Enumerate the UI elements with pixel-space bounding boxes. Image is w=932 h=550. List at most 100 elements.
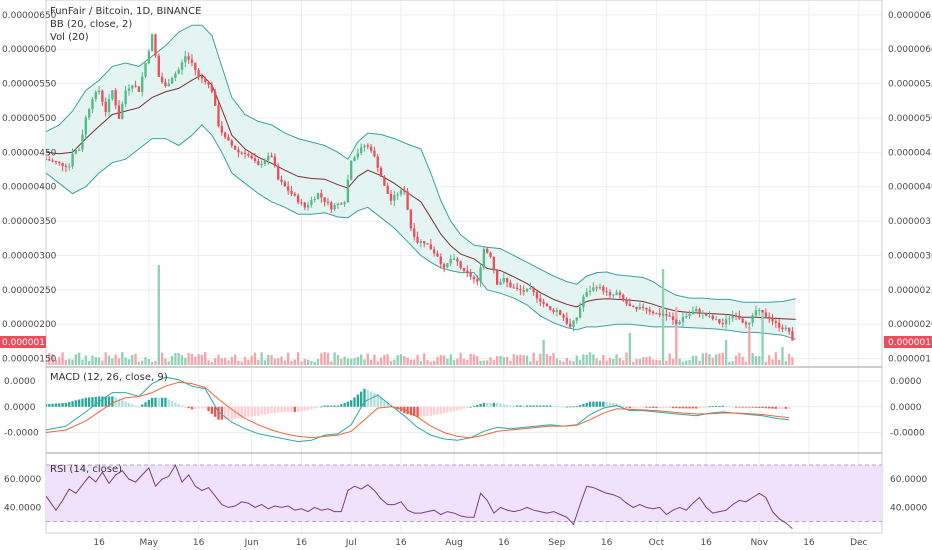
legend-rsi[interactable]: RSI (14, close) (50, 464, 122, 475)
volume-bar (791, 357, 794, 365)
candle-body (107, 99, 111, 113)
volume-bar (127, 359, 131, 365)
macd-histogram-bar (164, 397, 167, 407)
volume-bar (645, 357, 648, 365)
volume-bar (658, 360, 661, 365)
volume-bar (164, 358, 167, 365)
price-tick-label-left: 0.00000450 (2, 148, 57, 158)
candle-body (695, 309, 698, 312)
macd-histogram-bar (612, 402, 615, 407)
candle-body (456, 258, 459, 262)
candle-body (184, 56, 187, 63)
volume-bar (685, 360, 688, 365)
macd-histogram-bar (366, 390, 369, 407)
price-tick-label-right: 0.00000150 (888, 355, 932, 365)
candle-body (632, 306, 635, 308)
volume-bar (253, 352, 257, 365)
candle-body (741, 318, 744, 323)
price-tick-label-right: 0.00000450 (888, 148, 932, 158)
volume-bar (111, 358, 114, 365)
volume-bar (170, 355, 174, 365)
candle-body (429, 244, 432, 250)
macd-histogram-bar (714, 406, 718, 407)
candle-body (525, 288, 529, 292)
macd-histogram-bar (214, 406, 217, 417)
macd-histogram-bar (403, 406, 406, 414)
candle-body (356, 153, 360, 158)
macd-histogram-bar (777, 406, 781, 409)
macd-histogram-bar (87, 397, 91, 407)
macd-histogram-bar (578, 405, 582, 407)
candle-body (376, 156, 379, 168)
candle-body (718, 319, 721, 324)
candle-body (787, 327, 791, 332)
candle-body (519, 288, 522, 291)
candle-body (210, 84, 214, 92)
macd-histogram-bar (661, 406, 665, 409)
price-legend[interactable]: FunFair / Bitcoin, 1D, BINANCE BB (20, c… (50, 6, 201, 43)
volume-bar (84, 355, 87, 365)
candle-body (346, 179, 350, 203)
candle-body (343, 202, 346, 205)
time-tick-label: 16 (803, 538, 815, 548)
macd-tick-label-left: 0.0000 (4, 377, 36, 387)
candle-body (585, 292, 588, 297)
candle-body (200, 76, 204, 79)
volume-bar (462, 358, 466, 365)
volume-bar (78, 352, 81, 365)
candle-body (724, 319, 728, 325)
candle-body (396, 194, 399, 196)
volume-bar (373, 354, 376, 365)
candle-body (353, 157, 356, 161)
candle-body (68, 166, 71, 168)
volume-bar (277, 358, 280, 365)
candle-body (764, 312, 768, 317)
time-tick-label: May (140, 538, 159, 548)
candle-body (147, 51, 151, 64)
volume-bar (446, 358, 449, 365)
candle-body (781, 327, 784, 330)
macd-histogram-bar (300, 406, 303, 412)
candle-body (220, 126, 223, 133)
candle-body (442, 264, 446, 268)
price-tick-label-left: 0.00000200 (2, 320, 57, 330)
volume-bar (638, 358, 641, 365)
volume-bar (519, 354, 522, 365)
candle-body (459, 261, 462, 268)
legend-macd[interactable]: MACD (12, 26, close, 9) (50, 372, 168, 383)
volume-bar (774, 352, 778, 365)
volume-bar (316, 358, 320, 365)
volume-bar (758, 356, 761, 365)
candle-body (502, 278, 505, 282)
volume-bar (714, 354, 718, 365)
macd-histogram-bar (728, 406, 731, 408)
volume-bar (287, 352, 290, 365)
candle-body (403, 190, 406, 192)
candle-body (681, 317, 685, 322)
macd-histogram-bar (68, 402, 71, 407)
volume-bar (323, 352, 326, 365)
macd-histogram-bar (535, 405, 539, 407)
volume-bar (529, 361, 532, 365)
volume-bar (240, 361, 243, 365)
candle-body (78, 149, 81, 151)
candle-body (522, 290, 525, 292)
macd-histogram-bar (771, 406, 774, 409)
candle-body (791, 331, 794, 341)
price-tick-label-left: 0.00000350 (2, 217, 57, 227)
candle-body (336, 203, 340, 206)
volume-bar (257, 359, 260, 365)
candle-body (436, 253, 439, 257)
candle-body (320, 193, 323, 198)
candle-body (439, 256, 442, 265)
candle-body (479, 267, 482, 282)
macd-histogram-bar (439, 406, 442, 414)
current-price-tag-left: 0.00000174 (0, 336, 57, 348)
volume-bar (336, 354, 340, 365)
volume-bar (612, 359, 615, 365)
volume-bar (711, 357, 714, 365)
macd-histogram-bar (114, 397, 117, 407)
volume-bar (578, 360, 582, 365)
volume-bar (499, 355, 502, 365)
